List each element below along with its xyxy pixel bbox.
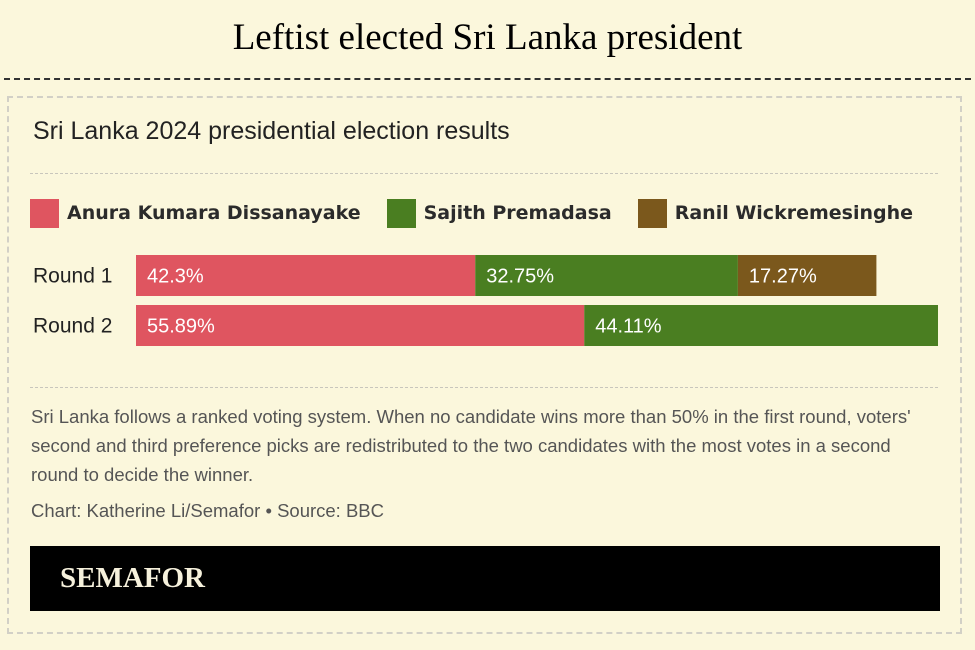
data-label-wickremesinghe-round-1: 17.27% [749,266,817,288]
methodology-note: Sri Lanka follows a ranked voting system… [31,406,911,485]
chart-divider [30,387,938,388]
bar-premadasa-round-1 [475,255,738,296]
chart-title: Sri Lanka 2024 presidential election res… [33,117,510,145]
chart-credit: Chart: Katherine Li/Semafor • Source: BB… [31,500,384,521]
brand-footer: SEMAFOR [30,546,940,611]
headline: Leftist elected Sri Lanka president [232,17,743,58]
data-label-premadasa-round-2: 44.11% [595,316,662,338]
data-label-dissanayake-round-2: 55.89% [147,316,215,338]
legend-label-wickremesinghe: Ranil Wickremesinghe [674,202,914,224]
bar-wickremesinghe-round-1 [737,255,877,296]
legend-swatch-wickremesinghe [637,198,667,228]
legend-item-wickremesinghe: Ranil Wickremesinghe [637,198,914,228]
bar-dissanayake-round-1 [136,255,476,296]
legend-item-premadasa: Sajith Premadasa [386,198,612,228]
bar-dissanayake-round-2 [136,305,585,346]
legend-label-premadasa: Sajith Premadasa [423,202,612,224]
headline-divider [4,78,971,80]
legend-label-dissanayake: Anura Kumara Dissanayake [67,202,361,224]
legend-swatch-premadasa [386,198,416,228]
bar-chart: Round 1 42.3% 32.75% 17.27% Round 2 55.89% 44.… [33,255,938,346]
data-label-dissanayake-round-1: 42.3% [147,266,204,288]
legend-item-dissanayake: Anura Kumara Dissanayake [30,198,361,228]
row-label-2: Round 2 [33,315,112,338]
data-label-premadasa-round-1: 32.75% [486,266,554,288]
semafor-logo: SEMAFOR [60,562,205,594]
title-divider [30,173,938,174]
bar-premadasa-round-2 [584,305,938,346]
row-label-1: Round 1 [33,265,112,288]
legend: Anura Kumara Dissanayake Sajith Premadas… [30,198,939,228]
legend-swatch-dissanayake [30,198,59,228]
chart-card [7,96,962,634]
